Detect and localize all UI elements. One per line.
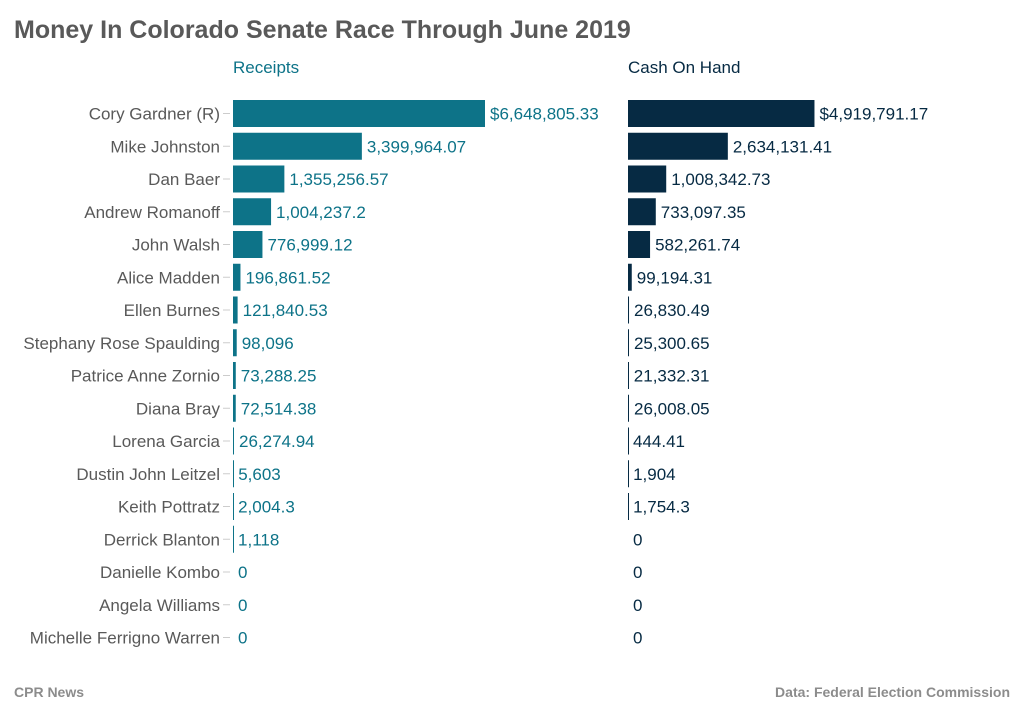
receipts-bar	[233, 525, 234, 553]
category-label: Alice Madden	[117, 268, 220, 287]
cash-on-hand-value-label: 0	[633, 629, 642, 648]
category-label: Cory Gardner (R)	[89, 105, 220, 124]
receipts-bar	[233, 460, 234, 488]
category-label: Dustin John Leitzel	[76, 465, 220, 484]
cash-on-hand-value-label: 26,008.05	[634, 399, 710, 418]
cash-on-hand-bar	[628, 427, 629, 455]
receipts-value-label: 2,004.3	[238, 498, 295, 517]
cash-on-hand-bar	[628, 165, 667, 193]
receipts-value-label: 0	[238, 563, 247, 582]
source-credit: CPR News	[14, 684, 85, 700]
receipts-bar	[233, 165, 285, 193]
receipts-bar	[233, 329, 237, 357]
receipts-bar	[233, 263, 241, 291]
category-label: Michelle Ferrigno Warren	[30, 629, 220, 648]
receipts-bar	[233, 100, 485, 127]
cash-on-hand-panel-header: Cash On Hand	[628, 58, 741, 77]
category-label: Ellen Burnes	[124, 301, 220, 320]
cash-on-hand-bar	[628, 329, 629, 357]
cash-on-hand-value-label: 0	[633, 596, 642, 615]
receipts-value-label: 0	[238, 596, 247, 615]
category-label: John Walsh	[132, 236, 220, 255]
category-label: Patrice Anne Zornio	[71, 367, 220, 386]
receipts-value-label: 121,840.53	[243, 301, 328, 320]
category-label: Keith Pottratz	[118, 498, 220, 517]
receipts-bar	[233, 231, 263, 258]
cash-on-hand-value-label: 733,097.35	[661, 203, 746, 222]
receipts-value-label: 26,274.94	[239, 432, 315, 451]
category-label: Lorena Garcia	[112, 432, 220, 451]
category-label: Angela Williams	[99, 596, 220, 615]
receipts-panel-header: Receipts	[233, 58, 300, 77]
receipts-bar	[233, 394, 236, 422]
receipts-bar	[233, 296, 238, 324]
cash-on-hand-bar	[628, 231, 651, 258]
receipts-value-label: 3,399,964.07	[367, 137, 466, 156]
receipts-bar	[233, 198, 272, 226]
cash-on-hand-value-label: 1,754.3	[633, 498, 690, 517]
cash-on-hand-value-label: 25,300.65	[634, 334, 710, 353]
receipts-bar	[233, 493, 234, 520]
receipts-bar	[233, 362, 236, 389]
chart-title: Money In Colorado Senate Race Through Ju…	[14, 16, 631, 44]
cash-on-hand-value-label: 0	[633, 563, 642, 582]
cash-on-hand-value-label: 0	[633, 530, 642, 549]
category-label: Dan Baer	[148, 170, 220, 189]
receipts-value-label: 1,118	[238, 530, 279, 549]
cash-on-hand-value-label: 1,008,342.73	[671, 170, 770, 189]
cash-on-hand-value-label: 2,634,131.41	[733, 137, 832, 156]
cash-on-hand-bar	[628, 362, 629, 389]
receipts-value-label: 1,004,237.2	[276, 203, 366, 222]
cash-on-hand-value-label: 444.41	[633, 432, 685, 451]
category-label: Diana Bray	[136, 399, 221, 418]
cash-on-hand-bar	[628, 493, 629, 520]
category-label: Stephany Rose Spaulding	[23, 334, 220, 353]
receipts-value-label: 73,288.25	[241, 367, 317, 386]
receipts-value-label: 196,861.52	[245, 268, 330, 287]
category-label: Andrew Romanoff	[84, 203, 220, 222]
receipts-value-label: 0	[238, 629, 247, 648]
receipts-value-label: 5,603	[238, 465, 281, 484]
category-label: Danielle Kombo	[100, 563, 220, 582]
cash-on-hand-bar	[628, 263, 632, 291]
receipts-value-label: 1,355,256.57	[289, 170, 388, 189]
cash-on-hand-bar	[628, 296, 630, 324]
cash-on-hand-bar	[628, 394, 629, 422]
cash-on-hand-value-label: 99,194.31	[637, 268, 713, 287]
receipts-bar	[233, 427, 234, 455]
cash-on-hand-bar	[628, 460, 629, 488]
receipts-value-label: 72,514.38	[241, 399, 317, 418]
cash-on-hand-value-label: 26,830.49	[634, 301, 710, 320]
cash-on-hand-value-label: $4,919,791.17	[819, 105, 928, 124]
receipts-value-label: $6,648,805.33	[490, 105, 599, 124]
cash-on-hand-value-label: 21,332.31	[634, 367, 710, 386]
cash-on-hand-value-label: 1,904	[633, 465, 676, 484]
cash-on-hand-bar	[628, 132, 728, 160]
cash-on-hand-bar	[628, 100, 815, 127]
category-label: Mike Johnston	[110, 137, 220, 156]
cash-on-hand-bar	[628, 198, 656, 226]
receipts-bar	[233, 132, 362, 160]
data-source-note: Data: Federal Election Commission	[775, 684, 1010, 700]
category-label: Derrick Blanton	[104, 530, 220, 549]
receipts-value-label: 776,999.12	[267, 236, 352, 255]
receipts-value-label: 98,096	[242, 334, 294, 353]
cash-on-hand-value-label: 582,261.74	[655, 236, 740, 255]
